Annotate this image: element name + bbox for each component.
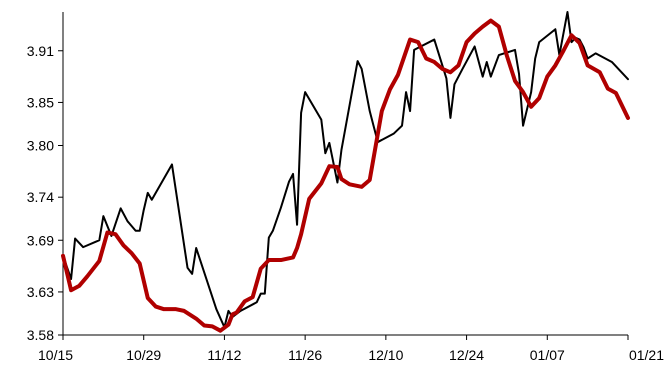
y-axis-ticks: 3.58 3.63 3.69 3.74 3.80 3.85 3.91 bbox=[27, 43, 63, 343]
x-tick-label: 11/26 bbox=[288, 347, 322, 363]
x-tick-label: 11/12 bbox=[207, 347, 241, 363]
y-tick-label: 3.74 bbox=[27, 189, 54, 205]
x-tick-label: 12/24 bbox=[449, 347, 484, 363]
y-tick-label: 3.91 bbox=[27, 43, 54, 59]
x-tick-label: 10/29 bbox=[126, 347, 161, 363]
x-axis-ticks: 10/15 10/29 11/12 11/26 12/10 12/24 01/07 01/21 bbox=[38, 335, 664, 363]
series-line-1 bbox=[61, 18, 630, 333]
y-tick-label: 3.63 bbox=[27, 284, 54, 300]
y-tick-label: 3.58 bbox=[27, 327, 54, 343]
y-tick-label: 3.85 bbox=[27, 94, 54, 110]
x-tick-label: 01/07 bbox=[530, 347, 565, 363]
x-tick-label: 10/15 bbox=[38, 347, 73, 363]
series-layer bbox=[61, 11, 630, 333]
y-tick-label: 3.69 bbox=[27, 232, 54, 248]
series-line-0 bbox=[62, 11, 629, 329]
x-tick-label: 01/21 bbox=[629, 347, 664, 363]
y-tick-label: 3.80 bbox=[27, 138, 54, 154]
x-tick-label: 12/10 bbox=[368, 347, 403, 363]
